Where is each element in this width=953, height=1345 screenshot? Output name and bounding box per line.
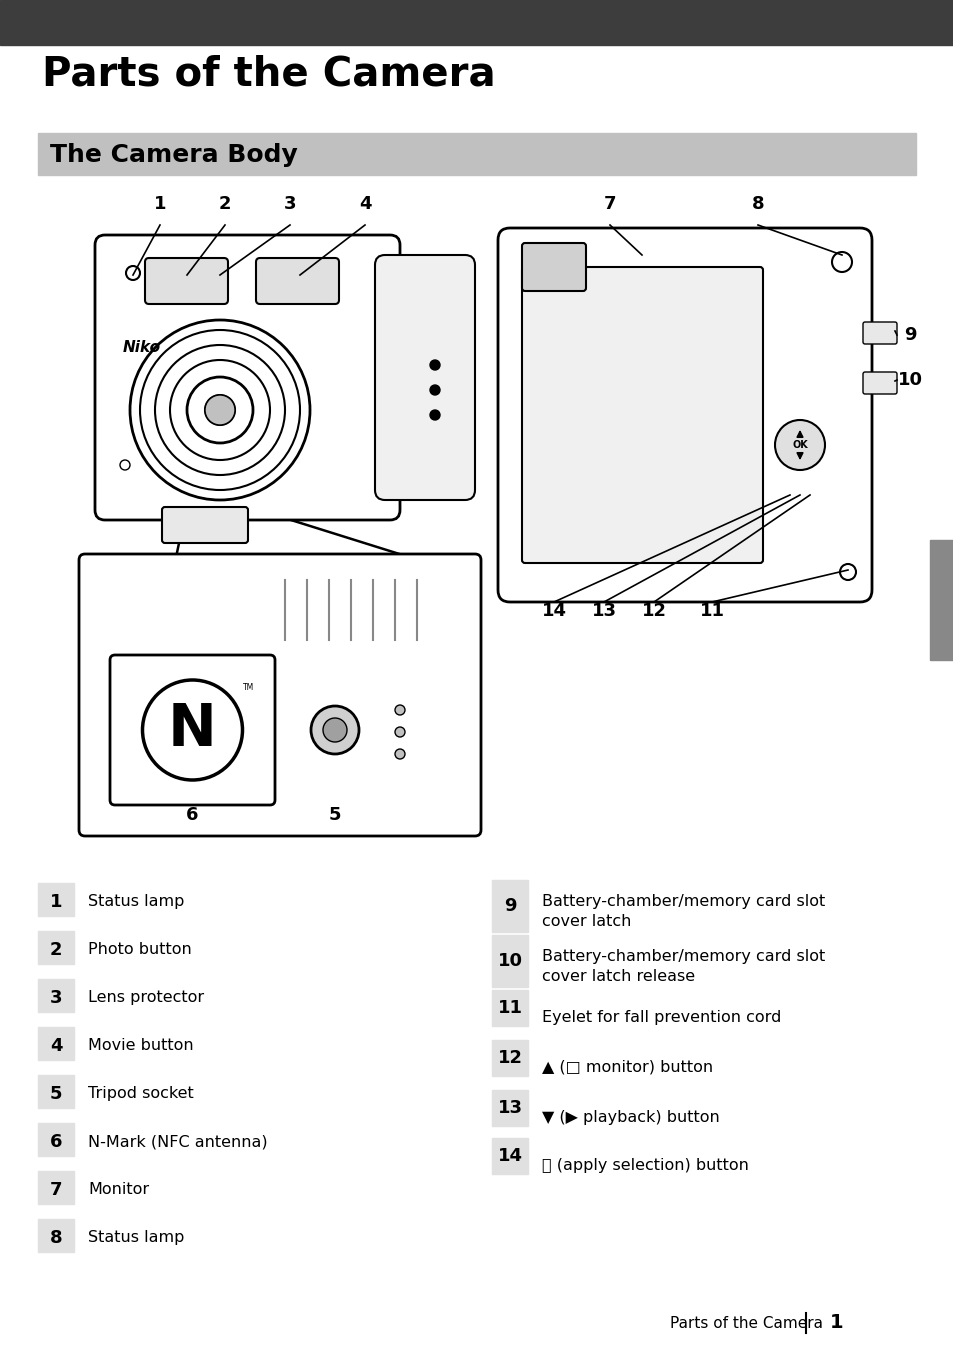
Text: cover latch release: cover latch release — [541, 968, 695, 985]
Text: Status lamp: Status lamp — [88, 894, 184, 909]
FancyBboxPatch shape — [162, 507, 248, 543]
Text: ▼ (▶ playback) button: ▼ (▶ playback) button — [541, 1110, 719, 1124]
Text: 13: 13 — [591, 603, 616, 620]
FancyBboxPatch shape — [110, 655, 274, 806]
Bar — [38, 1075, 74, 1108]
Text: 7: 7 — [50, 1181, 62, 1198]
Circle shape — [395, 705, 405, 716]
Text: Ⓚ (apply selection) button: Ⓚ (apply selection) button — [541, 1158, 748, 1173]
FancyBboxPatch shape — [145, 258, 228, 304]
Text: 1: 1 — [153, 195, 166, 213]
Circle shape — [126, 266, 140, 280]
Bar — [492, 880, 527, 932]
Text: Parts of the Camera: Parts of the Camera — [42, 55, 496, 95]
Bar — [492, 935, 527, 987]
Bar — [492, 1089, 527, 1126]
Text: 5: 5 — [329, 806, 341, 824]
Text: 7: 7 — [603, 195, 616, 213]
Text: 2: 2 — [218, 195, 231, 213]
Text: N: N — [168, 702, 216, 759]
FancyBboxPatch shape — [497, 229, 871, 603]
FancyBboxPatch shape — [95, 235, 399, 521]
Bar — [492, 1138, 527, 1174]
Circle shape — [774, 420, 824, 469]
FancyBboxPatch shape — [375, 256, 475, 500]
Text: Tripod socket: Tripod socket — [88, 1087, 193, 1102]
Text: 10: 10 — [497, 952, 522, 970]
Circle shape — [430, 360, 439, 370]
Circle shape — [323, 718, 347, 742]
Bar — [38, 1123, 74, 1155]
Bar — [38, 884, 74, 916]
Text: OK: OK — [791, 440, 807, 451]
Bar — [492, 990, 527, 1026]
Text: Eyelet for fall prevention cord: Eyelet for fall prevention cord — [541, 1010, 781, 1025]
Text: 4: 4 — [50, 1037, 62, 1054]
Text: ▲ (□ monitor) button: ▲ (□ monitor) button — [541, 1060, 713, 1075]
FancyBboxPatch shape — [255, 258, 338, 304]
Text: 9: 9 — [902, 325, 915, 344]
Bar — [38, 133, 915, 175]
Text: 8: 8 — [50, 1228, 62, 1247]
Circle shape — [840, 564, 855, 580]
Text: 1: 1 — [829, 1314, 842, 1333]
Text: 6: 6 — [186, 806, 198, 824]
Text: Battery-chamber/memory card slot: Battery-chamber/memory card slot — [541, 894, 824, 909]
Text: Parts of the Camera: Parts of the Camera — [669, 1315, 822, 1330]
Text: 3: 3 — [283, 195, 296, 213]
Bar — [929, 539, 953, 660]
Text: 13: 13 — [497, 1099, 522, 1116]
Text: 5: 5 — [50, 1084, 62, 1103]
Text: 2: 2 — [50, 940, 62, 959]
Text: TM: TM — [242, 683, 253, 691]
Text: cover latch: cover latch — [541, 915, 631, 929]
Bar — [0, 0, 953, 44]
Text: The Camera Body: The Camera Body — [50, 143, 297, 167]
FancyBboxPatch shape — [521, 268, 762, 564]
Text: 8: 8 — [751, 195, 763, 213]
Bar — [38, 1219, 74, 1252]
Bar — [38, 1171, 74, 1204]
Text: Movie button: Movie button — [88, 1038, 193, 1053]
Text: Photo button: Photo button — [88, 941, 192, 958]
Bar — [38, 931, 74, 964]
Text: Monitor: Monitor — [88, 1182, 149, 1197]
Text: Battery-chamber/memory card slot: Battery-chamber/memory card slot — [541, 950, 824, 964]
Circle shape — [831, 252, 851, 272]
Text: 11: 11 — [497, 999, 522, 1017]
Text: 6: 6 — [50, 1132, 62, 1150]
Text: Lens protector: Lens protector — [88, 990, 204, 1005]
Text: 14: 14 — [497, 1147, 522, 1165]
Bar — [38, 1028, 74, 1060]
Bar — [492, 1040, 527, 1076]
Circle shape — [205, 395, 234, 425]
FancyBboxPatch shape — [521, 243, 585, 291]
Text: 12: 12 — [497, 1049, 522, 1067]
Circle shape — [120, 460, 130, 469]
Text: Niko: Niko — [123, 340, 161, 355]
Text: N-Mark (NFC antenna): N-Mark (NFC antenna) — [88, 1134, 268, 1149]
Circle shape — [395, 728, 405, 737]
Bar — [38, 979, 74, 1011]
Circle shape — [395, 749, 405, 759]
FancyBboxPatch shape — [862, 373, 896, 394]
Text: 9: 9 — [503, 897, 516, 915]
Text: Status lamp: Status lamp — [88, 1231, 184, 1245]
Text: 10: 10 — [897, 371, 922, 389]
Text: 14: 14 — [541, 603, 566, 620]
Text: 11: 11 — [699, 603, 723, 620]
FancyBboxPatch shape — [862, 321, 896, 344]
FancyBboxPatch shape — [79, 554, 480, 837]
Circle shape — [430, 385, 439, 395]
Text: 1: 1 — [50, 893, 62, 911]
Circle shape — [430, 410, 439, 420]
Text: 3: 3 — [50, 989, 62, 1006]
Circle shape — [311, 706, 358, 755]
Text: 4: 4 — [358, 195, 371, 213]
Text: 12: 12 — [640, 603, 666, 620]
